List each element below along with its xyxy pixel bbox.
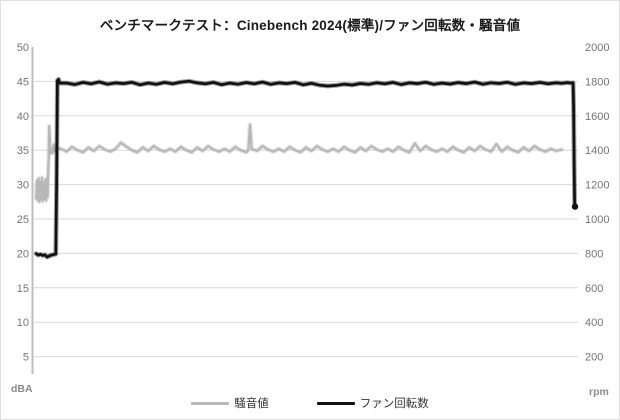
series-line-halo-1 <box>33 76 578 260</box>
right-axis-tick-label: 1400 <box>585 145 609 157</box>
chart-title: ベンチマークテスト：Cinebench 2024(標準)/ファン回転数・騒音値 <box>99 18 521 33</box>
right-axis-tick-label: 1600 <box>585 111 609 123</box>
legend-item-fan-speed: ファン回転数 <box>316 395 429 411</box>
chart-legend: 騒音値 ファン回転数 <box>1 395 619 411</box>
legend-label-noise: 騒音値 <box>234 398 269 410</box>
left-axis-tick-label: 5 <box>23 352 29 364</box>
left-axis-tick-label: 45 <box>17 76 29 88</box>
left-axis-tick-label: 20 <box>17 248 29 260</box>
left-axis-tick-label: 30 <box>17 180 29 192</box>
left-axis-tick-label: 15 <box>17 283 29 295</box>
left-axis-tick-label: 25 <box>17 214 29 226</box>
legend-line-swatch-noise <box>191 401 230 405</box>
left-axis-tick-label: 50 <box>17 42 29 54</box>
legend-line-swatch-fan-speed <box>316 401 355 405</box>
series-fan-line <box>34 77 577 259</box>
right-axis-tick-label: 800 <box>585 248 603 260</box>
left-axis-tick-label: 10 <box>17 317 29 329</box>
right-axis-tick-label: 2000 <box>585 42 609 54</box>
right-axis-tick-label: 400 <box>585 317 603 329</box>
series-noise-line <box>35 123 563 203</box>
left-axis-unit-label: dBA <box>11 383 33 395</box>
legend-label-fan-speed: ファン回転数 <box>359 398 429 410</box>
right-axis-tick-label: 1200 <box>585 180 609 192</box>
series-line-halo-0 <box>34 122 564 205</box>
right-axis-tick-label: 1800 <box>585 76 609 88</box>
right-axis-tick-label: 1000 <box>585 214 609 226</box>
left-axis-tick-label: 40 <box>17 111 29 123</box>
series-fan-end-dot <box>571 203 579 210</box>
legend-item-noise: 騒音値 <box>191 395 269 411</box>
left-axis-tick-label: 35 <box>17 145 29 157</box>
right-axis-tick-label: 600 <box>585 283 603 295</box>
right-axis-unit-label: rpm <box>589 386 609 398</box>
right-axis-tick-label: 200 <box>585 352 603 364</box>
